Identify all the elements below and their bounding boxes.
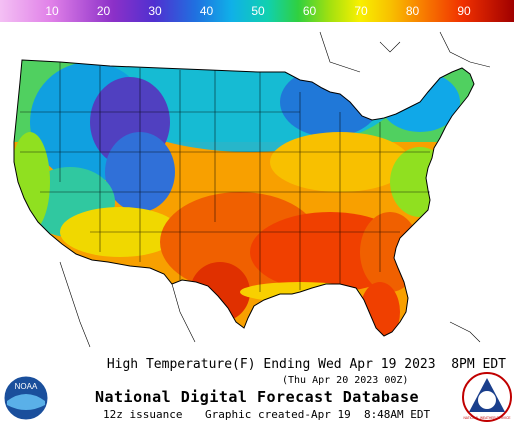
colorbar-tick-label: 60 [303,4,317,18]
colorbar-tick-label: 40 [200,4,214,18]
map-title: High Temperature(F) Ending Wed Apr 19 20… [106,357,506,372]
colorbar-tick-label: 10 [45,4,59,18]
nws-logo-icon: NATIONAL WEATHER SERVICE [462,372,512,422]
noaa-logo-text: NOAA [15,382,38,391]
created-text: Graphic created-Apr 19 8:48AM EDT [205,408,431,421]
colorbar-tick-label: 50 [251,4,265,18]
map-subtitle: (Thu Apr 20 2023 00Z) [282,375,409,386]
temperature-color-bar: 10 20 30 40 50 60 70 80 90 [0,0,514,22]
temperature-map [0,22,514,352]
colorbar-tick-label: 30 [148,4,162,18]
issuance-text: 12z issuance [103,408,183,421]
colorbar-tick-label: 80 [406,4,420,18]
database-name: National Digital Forecast Database [94,388,420,406]
noaa-logo-icon: NOAA [3,375,49,421]
colorbar-tick-label: 90 [457,4,471,18]
colorbar-tick-label: 70 [354,4,368,18]
colorbar-tick-label: 20 [97,4,111,18]
nws-logo-text: NATIONAL WEATHER SERVICE [464,416,511,420]
